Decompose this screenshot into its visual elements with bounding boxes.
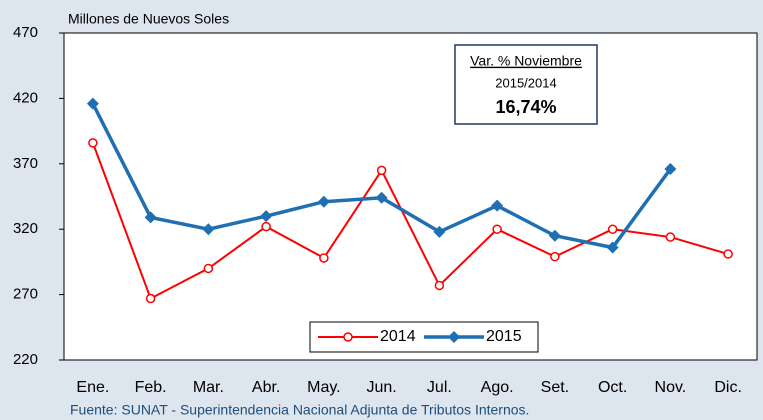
annotation-value: 16,74% <box>495 97 556 117</box>
marker <box>260 210 273 223</box>
marker <box>376 165 387 176</box>
marker <box>492 224 502 234</box>
legend-marker <box>343 332 353 342</box>
marker <box>606 241 619 254</box>
x-tick-label: Jul. <box>427 379 452 396</box>
x-tick-label: Mar. <box>193 379 224 396</box>
marker <box>434 280 445 291</box>
source: Fuente: SUNAT - Superintendencia Naciona… <box>70 402 529 418</box>
marker <box>433 225 446 238</box>
marker <box>550 251 560 262</box>
annotation-box <box>454 44 598 125</box>
y-tick-label: 370 <box>13 155 38 172</box>
series-line <box>91 142 729 300</box>
x-tick-label: Jun. <box>367 379 397 396</box>
x-tick-label: Ene. <box>76 379 109 396</box>
x-tick-label: Dic. <box>714 379 742 396</box>
x-tick-label: May. <box>307 379 340 396</box>
marker <box>319 253 329 263</box>
marker <box>203 263 214 274</box>
legend-label: 2015 <box>486 328 522 345</box>
y-tick-label: 470 <box>13 24 38 41</box>
x-tick-label: Feb. <box>135 379 167 396</box>
marker <box>491 199 504 212</box>
y-tick-label: 220 <box>13 351 38 368</box>
marker <box>664 163 677 176</box>
marker <box>86 97 99 110</box>
chart-title: Millones de Nuevos Soles <box>68 11 229 27</box>
x-tick-label: Nov. <box>655 379 687 396</box>
x-tick-label: Oct. <box>598 379 627 396</box>
marker <box>88 138 98 148</box>
marker <box>202 223 215 236</box>
y-tick-label: 320 <box>13 220 38 237</box>
y-tick-label: 420 <box>13 89 38 106</box>
marker <box>261 221 271 232</box>
marker <box>665 232 676 242</box>
x-tick-label: Set. <box>541 379 569 396</box>
marker <box>317 195 330 208</box>
plot-area <box>63 32 758 361</box>
legend-marker <box>448 331 460 343</box>
y-tick-label: 270 <box>13 286 38 303</box>
marker <box>548 229 561 242</box>
x-tick-label: Abr. <box>252 379 280 396</box>
marker <box>144 211 157 224</box>
legend-label: 2014 <box>380 328 416 345</box>
annotation-title: Var. % Noviembre <box>470 53 582 69</box>
x-tick-label: Ago. <box>481 379 514 396</box>
marker <box>607 224 618 234</box>
marker <box>375 191 388 204</box>
annotation-subtitle: 2015/2014 <box>495 75 556 90</box>
marker <box>723 249 733 259</box>
marker <box>145 293 156 304</box>
